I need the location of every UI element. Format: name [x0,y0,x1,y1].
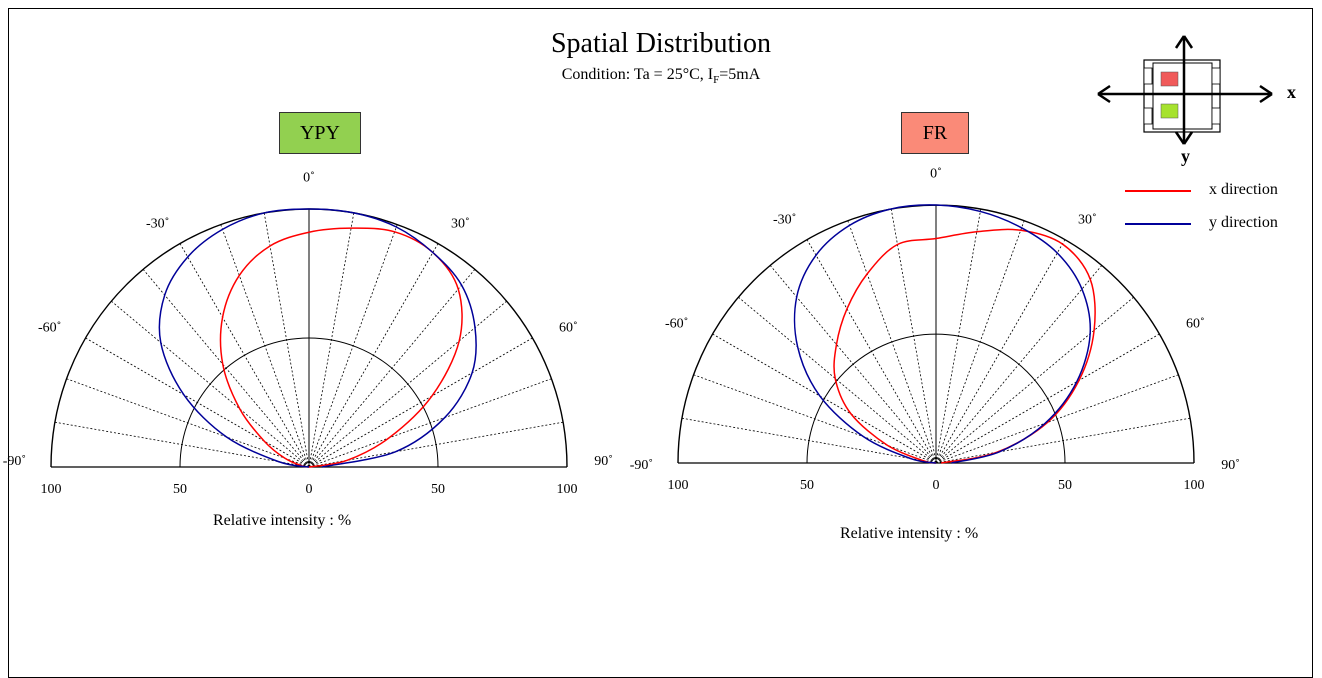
angle-label: -90˚ [3,454,26,469]
series-y-direction [158,208,477,468]
package-tab [1211,67,1221,85]
polar-chart-ypy [50,208,568,468]
arrow-up-icon [1174,35,1194,49]
package-x-axis-label: x [1287,82,1296,102]
package-chip-bottom [1160,103,1179,119]
angle-label: 90˚ [594,454,613,469]
angle-label: -60˚ [665,317,688,332]
series-x-direction [833,228,1096,464]
condition-prefix: Condition: Ta = 25°C, I [561,66,714,83]
radial-tick-label: 100 [41,482,62,497]
package-diagram [1097,35,1273,145]
grid-arc-50 [806,333,1066,464]
package-chip-top [1160,71,1179,87]
angle-label: 30˚ [451,217,470,232]
package-inner [1152,62,1213,130]
radial-tick-label: 100 [557,482,578,497]
polar-chart-fr [677,204,1195,464]
chart-title: Spatial Distribution [550,28,772,59]
angle-label: -90˚ [630,458,653,473]
chip-label-ypy: YPY [279,112,361,154]
radial-tick-label: 50 [173,482,187,497]
package-y-axis-label: y [1181,146,1190,166]
angle-label: 0˚ [930,166,942,181]
package-tab [1143,67,1153,85]
legend-swatch-y [1125,223,1191,225]
radial-tick-label: 50 [1058,478,1072,493]
package-body [1143,59,1221,133]
x-axis-label-left: Relative intensity : % [213,512,352,529]
legend-swatch-x [1125,190,1191,192]
package-tab [1143,107,1153,125]
legend-label-y: y direction [1209,214,1278,231]
angle-label: 60˚ [559,321,578,336]
arrow-right-icon [1259,84,1273,104]
radial-tick-label: 100 [1184,478,1205,493]
chip-label-fr: FR [901,112,969,154]
angle-label: 0˚ [303,170,315,185]
angle-label: 90˚ [1221,458,1240,473]
radial-tick-label: 50 [431,482,445,497]
radial-tick-label: 0 [933,478,940,493]
package-tab [1211,107,1221,125]
angle-label: -60˚ [38,321,61,336]
series-x-direction [219,227,463,468]
condition-subscript: F [713,74,720,87]
radial-tick-label: 50 [800,478,814,493]
condition-suffix: =5mA [719,66,761,83]
radial-tick-label: 0 [306,482,313,497]
legend-label-x: x direction [1209,181,1278,198]
radial-tick-label: 100 [668,478,689,493]
angle-label: 30˚ [1078,213,1097,228]
arrow-down-icon [1174,131,1194,145]
chart-condition: Condition: Ta = 25°C, IF=5mA [0,66,1322,86]
arrow-left-icon [1097,84,1111,104]
angle-label: -30˚ [146,217,169,232]
series-y-direction [793,204,1092,464]
angle-label: 60˚ [1186,317,1205,332]
x-axis-label-right: Relative intensity : % [840,525,979,542]
angle-label: -30˚ [773,213,796,228]
